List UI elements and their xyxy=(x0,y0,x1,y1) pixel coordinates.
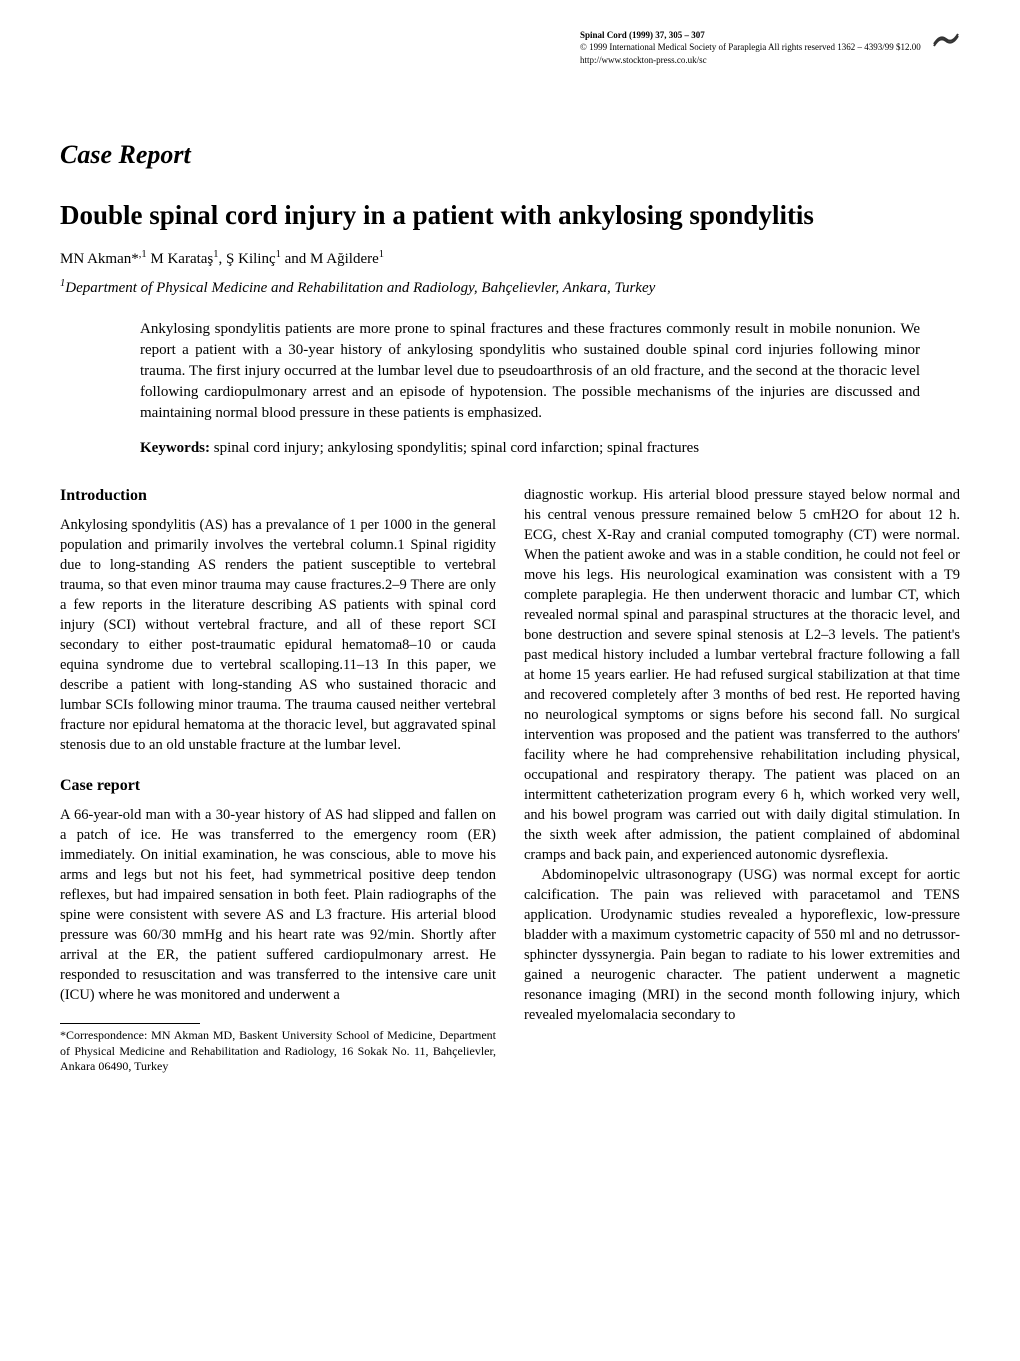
intro-heading: Introduction xyxy=(60,485,496,507)
affiliation-line: 1Department of Physical Medicine and Reh… xyxy=(60,278,960,297)
left-column: Introduction Ankylosing spondylitis (AS)… xyxy=(60,485,496,1075)
journal-line: Spinal Cord (1999) 37, 305 – 307 xyxy=(580,30,705,40)
case-body-right-p2: Abdominopelvic ultrasonograpy (USG) was … xyxy=(524,865,960,1025)
publisher-logo-icon xyxy=(932,30,960,48)
correspondence-footnote: *Correspondence: MN Akman MD, Baskent Un… xyxy=(60,1028,496,1075)
authors-line: MN Akman*,1 M Karataş1, Ş Kilinç1 and M … xyxy=(60,249,960,268)
keywords-line: Keywords: spinal cord injury; ankylosing… xyxy=(140,440,920,457)
case-report-heading: Case report xyxy=(60,775,496,797)
journal-header: Spinal Cord (1999) 37, 305 – 307 © 1999 … xyxy=(580,30,960,67)
article-title: Double spinal cord injury in a patient w… xyxy=(60,200,960,231)
abstract-text: Ankylosing spondylitis patients are more… xyxy=(140,319,920,424)
case-body-right-p1: diagnostic workup. His arterial blood pr… xyxy=(524,485,960,865)
footnote-divider xyxy=(60,1023,200,1024)
intro-body: Ankylosing spondylitis (AS) has a preval… xyxy=(60,515,496,755)
copyright-line: © 1999 International Medical Society of … xyxy=(580,42,960,54)
right-column: diagnostic workup. His arterial blood pr… xyxy=(524,485,960,1075)
body-columns: Introduction Ankylosing spondylitis (AS)… xyxy=(60,485,960,1075)
keywords-label: Keywords: xyxy=(140,440,210,456)
keywords-text: spinal cord injury; ankylosing spondylit… xyxy=(214,440,699,456)
case-report-label: Case Report xyxy=(60,140,960,170)
case-body-left: A 66-year-old man with a 30-year history… xyxy=(60,805,496,1005)
journal-url: http://www.stockton-press.co.uk/sc xyxy=(580,55,960,67)
journal-title-line: Spinal Cord (1999) 37, 305 – 307 xyxy=(580,30,960,42)
